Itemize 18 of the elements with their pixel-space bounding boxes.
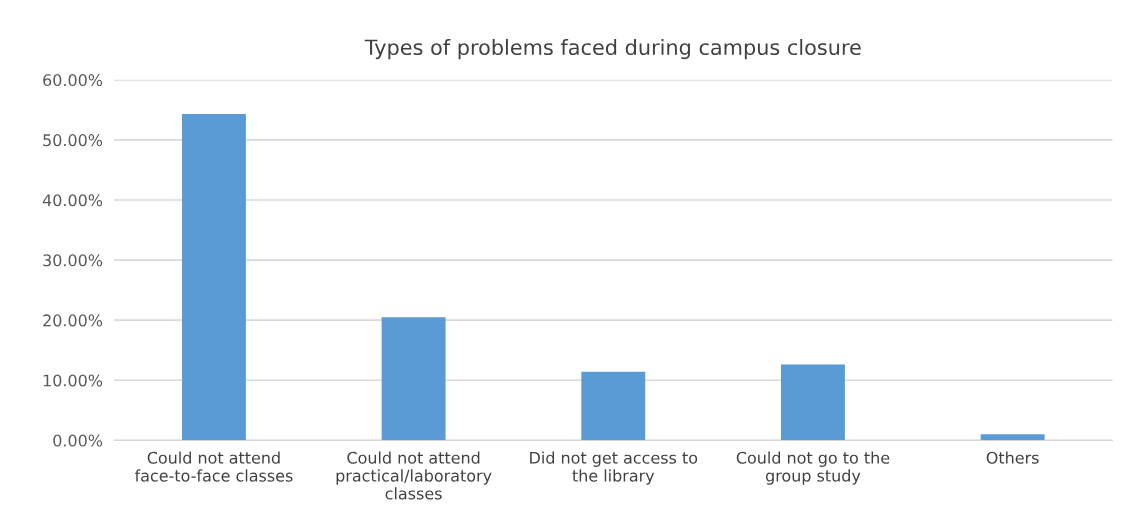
chart-title: Types of problems faced during campus closure	[364, 38, 861, 60]
bar	[381, 317, 446, 441]
y-tick-label: 40.00%	[42, 194, 103, 207]
x-tick-label: Did not get access to the library	[530, 451, 698, 485]
y-tick-label: 50.00%	[43, 134, 103, 147]
bar	[181, 114, 246, 441]
bar	[781, 364, 845, 441]
y-tick-label: 10.00%	[43, 374, 103, 387]
y-tick-label: 30.00%	[43, 254, 103, 267]
x-tick-label: Could not go to the group study	[736, 451, 890, 485]
bar	[980, 434, 1045, 441]
x-tick-label: Could not attend face-to-face classes	[134, 451, 293, 482]
bar	[581, 371, 646, 441]
y-tick-label: 0.00%	[53, 434, 103, 447]
y-tick-label: 20.00%	[43, 314, 103, 327]
x-tick-label: Could not attend practical/laboratory classes	[336, 451, 492, 500]
y-tick-label: 60.00%	[43, 74, 103, 87]
x-tick-label: Others	[986, 451, 1039, 464]
